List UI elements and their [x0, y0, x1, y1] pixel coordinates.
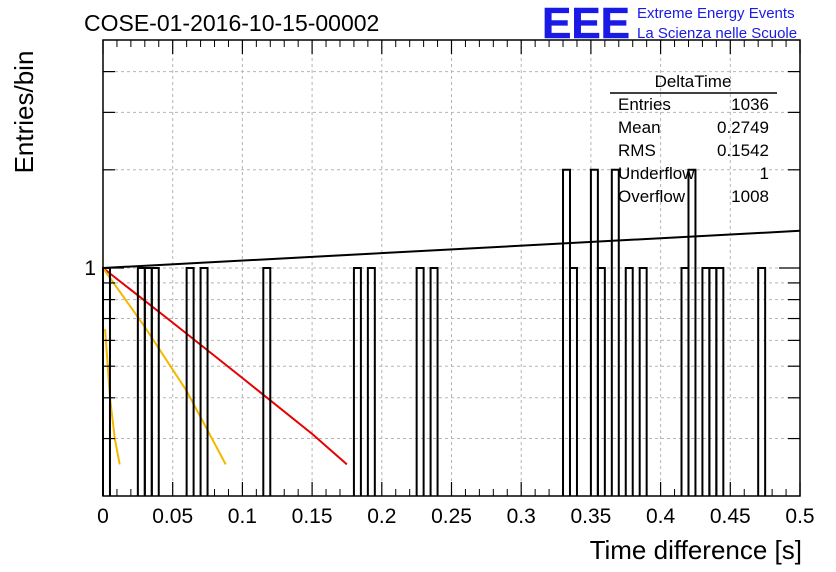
histogram-bin — [624, 267, 634, 496]
fit-curve — [102, 229, 801, 269]
histogram-bin — [680, 267, 690, 496]
stats-value-underflow: 1 — [760, 164, 769, 183]
histogram-bin — [687, 168, 697, 496]
histogram-bin — [701, 267, 711, 496]
histogram-bin — [366, 267, 376, 496]
x-tick-label: 0.3 — [507, 505, 536, 528]
x-tick-label: 0 — [97, 505, 109, 528]
x-tick-label: 0.05 — [152, 505, 193, 528]
stats-label-entries: Entries — [618, 95, 671, 114]
x-tick-label: 0.35 — [570, 505, 611, 528]
histogram-bin — [415, 267, 425, 496]
chart-title: COSE-01-2016-10-15-00002 — [84, 10, 379, 36]
logo-line-2: La Scienza nelle Scuole — [637, 25, 797, 42]
histogram-bin — [638, 267, 648, 496]
histogram-bin — [708, 267, 718, 496]
stats-value-rms: 0.1542 — [717, 141, 769, 160]
eee-logo-mark: EEE — [542, 0, 630, 48]
x-tick-label: 0.45 — [710, 505, 751, 528]
stats-value-mean: 0.2749 — [717, 118, 769, 137]
histogram-bin — [136, 267, 146, 496]
histogram-bin — [262, 267, 272, 496]
stats-value-entries: 1036 — [731, 95, 769, 114]
x-axis-label: Time difference [s] — [590, 535, 802, 565]
fit-curve — [102, 267, 348, 466]
histogram-bin — [429, 267, 439, 496]
histogram-bin — [568, 267, 578, 496]
histogram-bin — [757, 267, 767, 496]
histogram-bin — [562, 168, 571, 496]
tick-labels: 0 0.05 0.1 0.15 0.2 0.25 0.3 0.35 0.4 0.45 0.5 1 — [84, 257, 814, 528]
fit-curves — [102, 229, 801, 466]
histogram-bin — [596, 267, 606, 496]
stats-label-mean: Mean — [618, 118, 661, 137]
x-tick-label: 0.25 — [431, 505, 472, 528]
histogram-bin — [589, 168, 599, 496]
fit-curve — [104, 328, 121, 465]
histogram-bin — [199, 267, 209, 496]
logo-line-1: Extreme Energy Events — [637, 5, 795, 22]
histogram — [102, 168, 767, 496]
x-tick-label: 0.5 — [785, 505, 814, 528]
histogram-bin — [185, 267, 195, 496]
x-tick-label: 0.1 — [228, 505, 257, 528]
stats-label-overflow: Overflow — [618, 187, 686, 206]
histogram-bin — [610, 168, 620, 496]
x-tick-label: 0.4 — [646, 505, 676, 528]
histogram-bin — [150, 267, 160, 496]
stats-value-overflow: 1008 — [731, 187, 769, 206]
x-tick-label: 0.15 — [292, 505, 333, 528]
histogram-bin — [715, 267, 725, 496]
stats-box: DeltaTime Entries 1036 Mean 0.2749 RMS 0… — [610, 72, 777, 206]
x-tick-label: 0.2 — [367, 505, 396, 528]
fit-curve — [102, 267, 227, 465]
histogram-bin — [352, 267, 362, 496]
y-axis-label: Entries/bin — [9, 51, 39, 174]
stats-title: DeltaTime — [655, 72, 732, 91]
y-tick-label: 1 — [84, 257, 96, 280]
axis-ticks — [102, 40, 801, 496]
stats-label-rms: RMS — [618, 141, 656, 160]
stats-label-underflow: Underflow — [618, 164, 695, 183]
